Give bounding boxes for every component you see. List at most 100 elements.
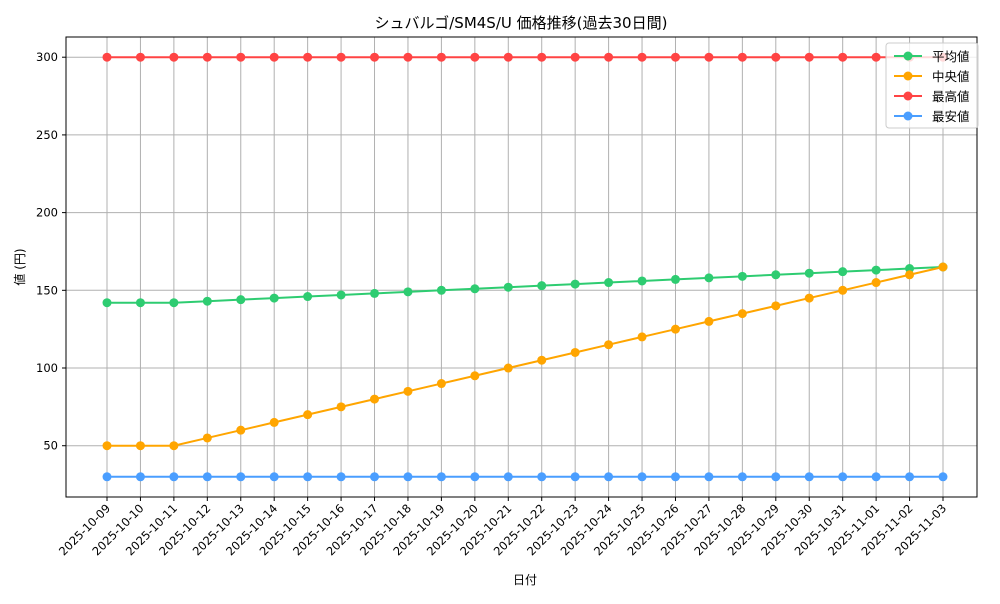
data-point (470, 52, 480, 62)
data-point (838, 267, 848, 277)
data-point (202, 472, 212, 482)
legend-marker (903, 111, 913, 121)
data-point (938, 262, 948, 272)
data-point (102, 52, 112, 62)
data-point (303, 410, 313, 420)
data-point (804, 268, 814, 278)
data-point (169, 441, 179, 451)
data-point (470, 371, 480, 381)
y-tick-label: 250 (36, 128, 58, 142)
data-point (771, 301, 781, 311)
data-point (637, 332, 647, 342)
data-point (269, 472, 279, 482)
data-point (403, 472, 413, 482)
data-point (169, 472, 179, 482)
data-point (436, 285, 446, 295)
data-point (537, 472, 547, 482)
data-point (804, 293, 814, 303)
data-point (135, 52, 145, 62)
data-point (704, 316, 714, 326)
data-point (202, 52, 212, 62)
data-point (470, 472, 480, 482)
data-point (470, 284, 480, 294)
data-point (436, 52, 446, 62)
data-point (370, 288, 380, 298)
data-point (838, 52, 848, 62)
y-tick-label: 300 (36, 50, 58, 64)
data-point (670, 324, 680, 334)
data-point (236, 52, 246, 62)
data-point (771, 52, 781, 62)
data-point (202, 296, 212, 306)
data-point (269, 52, 279, 62)
legend-label: 最安値 (932, 109, 970, 124)
data-point (537, 52, 547, 62)
plot-frame (65, 36, 978, 498)
data-point (737, 472, 747, 482)
data-point (336, 402, 346, 412)
data-point (670, 274, 680, 284)
data-point (135, 472, 145, 482)
data-point (336, 290, 346, 300)
data-point (905, 264, 915, 274)
series-line (107, 266, 944, 304)
y-tick-label: 200 (36, 206, 58, 220)
data-point (637, 276, 647, 286)
data-point (604, 52, 614, 62)
data-point (604, 278, 614, 288)
data-point (336, 52, 346, 62)
legend-label: 最高値 (932, 89, 970, 104)
y-tick-label: 50 (43, 439, 58, 453)
legend-marker (903, 71, 913, 81)
data-point (102, 441, 112, 451)
legend-marker (903, 51, 913, 61)
data-point (403, 287, 413, 297)
y-axis-label: 値 (円) (12, 248, 27, 285)
data-point (537, 281, 547, 291)
data-point (303, 292, 313, 302)
data-point (570, 52, 580, 62)
data-point (838, 472, 848, 482)
data-point (202, 433, 212, 443)
data-point (704, 472, 714, 482)
data-point (804, 472, 814, 482)
data-point (737, 309, 747, 319)
data-point (236, 295, 246, 305)
data-point (503, 472, 513, 482)
legend-marker (903, 91, 913, 101)
data-point (570, 347, 580, 357)
data-point (503, 52, 513, 62)
data-point (737, 271, 747, 281)
data-point (871, 52, 881, 62)
data-point (570, 472, 580, 482)
data-point (637, 52, 647, 62)
data-point (102, 298, 112, 308)
x-axis-label: 日付 (513, 573, 537, 587)
data-point (436, 379, 446, 389)
y-tick-label: 150 (36, 283, 58, 297)
data-point (871, 265, 881, 275)
data-point (670, 52, 680, 62)
data-point (102, 472, 112, 482)
data-point (135, 441, 145, 451)
data-point (336, 472, 346, 482)
data-point (503, 363, 513, 373)
data-point (670, 472, 680, 482)
y-tick-label: 100 (36, 361, 58, 375)
data-point (838, 285, 848, 295)
data-point (169, 52, 179, 62)
chart-title: シュバルゴ/SM4S/U 価格推移(過去30日間) (375, 14, 668, 32)
data-point (704, 273, 714, 283)
data-point (269, 293, 279, 303)
data-point (169, 298, 179, 308)
data-point (737, 52, 747, 62)
data-point (771, 270, 781, 280)
data-point (604, 340, 614, 350)
data-point (905, 270, 915, 280)
data-point (403, 386, 413, 396)
data-point (436, 472, 446, 482)
data-point (370, 52, 380, 62)
legend-label: 平均値 (932, 49, 970, 64)
